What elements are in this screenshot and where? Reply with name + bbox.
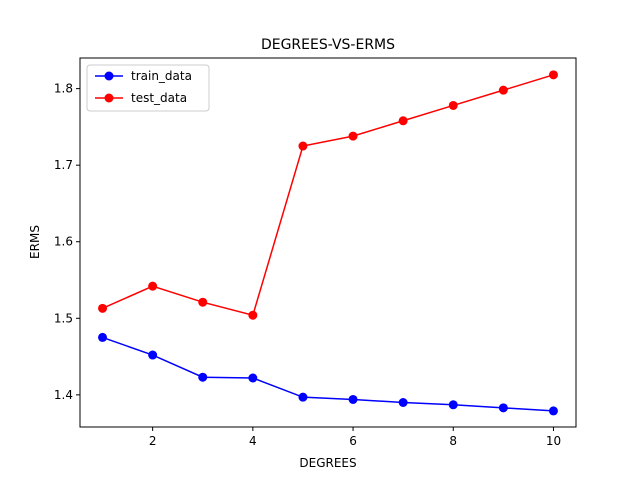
- data-point-train-data: [148, 350, 158, 360]
- data-point-train-data: [198, 372, 208, 382]
- x-tick-label: 8: [449, 434, 457, 448]
- y-tick-label: 1.8: [54, 82, 73, 96]
- data-point-test-data: [248, 310, 258, 320]
- chart-title: DEGREES-VS-ERMS: [261, 37, 395, 53]
- data-point-test-data: [198, 297, 208, 307]
- x-tick-label: 10: [546, 434, 561, 448]
- y-tick-label: 1.6: [54, 235, 73, 249]
- data-point-test-data: [548, 70, 558, 80]
- y-tick-label: 1.4: [54, 388, 73, 402]
- x-tick-label: 6: [349, 434, 357, 448]
- series-layer: [98, 70, 558, 416]
- x-axis-ticks: 2 4 6 8 10: [149, 427, 561, 448]
- y-tick-label: 1.5: [54, 311, 73, 325]
- series-line-train-data: [102, 336, 554, 412]
- data-point-train-data: [248, 373, 258, 383]
- x-tick-label: 2: [149, 434, 157, 448]
- legend-marker-train-data: [104, 71, 114, 81]
- data-point-test-data: [348, 131, 358, 141]
- data-point-train-data: [498, 403, 508, 413]
- x-axis-label: DEGREES: [299, 456, 356, 470]
- data-point-train-data: [398, 398, 408, 408]
- plot-area: [79, 57, 577, 428]
- x-tick-label: 4: [249, 434, 257, 448]
- legend-label-train-data: train_data: [131, 69, 192, 83]
- data-point-train-data: [298, 392, 308, 402]
- data-point-test-data: [448, 100, 458, 110]
- data-point-train-data: [348, 394, 358, 404]
- data-point-test-data: [398, 116, 408, 126]
- y-axis-label: ERMS: [28, 225, 42, 259]
- data-point-test-data: [148, 281, 158, 291]
- legend: train_data test_data: [86, 64, 210, 112]
- data-point-train-data: [98, 332, 108, 342]
- legend-marker-test-data: [104, 93, 114, 103]
- y-axis-ticks: 1.4 1.5 1.6 1.7 1.8: [54, 82, 80, 402]
- data-point-test-data: [298, 141, 308, 151]
- data-point-train-data: [548, 406, 558, 416]
- series-line-test-data: [102, 74, 554, 317]
- legend-label-test-data: test_data: [131, 91, 187, 105]
- axes-frame: [79, 57, 577, 428]
- y-tick-label: 1.7: [54, 158, 73, 172]
- data-point-train-data: [448, 400, 458, 410]
- data-point-test-data: [498, 85, 508, 95]
- data-point-test-data: [98, 303, 108, 313]
